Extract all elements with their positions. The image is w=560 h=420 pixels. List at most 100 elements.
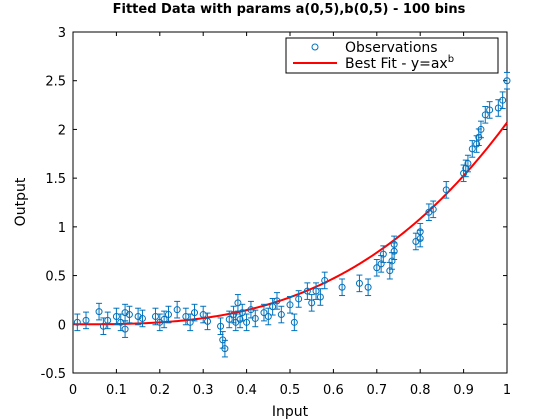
x-tick-label: 0.7	[366, 383, 387, 398]
legend-fit-label-main: Best Fit - y=ax	[345, 56, 448, 72]
observation-point	[151, 307, 159, 326]
observation-point	[373, 258, 381, 277]
observation-point	[303, 282, 311, 300]
observation-point	[138, 309, 146, 328]
observation-marker	[468, 145, 476, 153]
observations-series	[73, 71, 511, 358]
observation-point	[104, 311, 112, 330]
x-tick-label: 0.1	[106, 383, 127, 398]
observation-marker	[238, 309, 246, 317]
observation-point	[503, 71, 511, 90]
observation-marker	[473, 140, 481, 148]
observation-marker	[290, 318, 298, 326]
observation-marker	[112, 312, 120, 320]
observation-marker	[481, 111, 489, 119]
x-tick-label: 0.3	[193, 383, 214, 398]
observation-marker	[82, 316, 90, 324]
observation-marker	[260, 309, 268, 317]
observation-marker	[312, 287, 320, 295]
observation-marker	[160, 315, 168, 323]
observation-marker	[373, 264, 381, 272]
observation-point	[355, 274, 363, 293]
observation-point	[308, 294, 316, 312]
observation-marker	[269, 303, 277, 311]
observation-point	[125, 305, 133, 324]
observation-point	[238, 303, 246, 322]
observation-point	[477, 120, 485, 139]
observation-point	[251, 309, 259, 328]
observation-marker	[236, 315, 244, 323]
observation-marker	[182, 312, 190, 320]
y-tick-label: 0.5	[45, 270, 66, 285]
observation-marker	[104, 316, 112, 324]
observation-marker	[277, 311, 285, 319]
observation-point	[221, 339, 229, 358]
observation-point	[112, 307, 120, 326]
y-tick-label: -0.5	[41, 367, 66, 382]
observation-marker	[316, 293, 324, 301]
y-tick-label: 2	[58, 123, 66, 138]
observation-marker	[273, 297, 281, 305]
observation-marker	[379, 250, 387, 258]
observation-marker	[390, 240, 398, 248]
observation-marker	[138, 314, 146, 322]
observation-marker	[464, 160, 472, 168]
legend-observations-marker	[311, 43, 319, 51]
observation-point	[295, 290, 303, 308]
y-axis-label: Output	[13, 177, 29, 226]
observation-point	[416, 229, 424, 248]
observation-marker	[225, 315, 233, 323]
observation-point	[429, 200, 437, 219]
y-tick-label: 0	[58, 318, 66, 333]
observation-marker	[217, 322, 225, 330]
observation-marker	[191, 309, 199, 317]
observation-point	[164, 305, 172, 324]
observation-marker	[416, 235, 424, 243]
observation-point	[390, 235, 398, 254]
observation-point	[160, 310, 168, 329]
observation-point	[225, 310, 233, 329]
observation-point	[286, 296, 294, 314]
legend-box	[285, 37, 499, 74]
legend-observations-label: Observations	[345, 40, 438, 56]
observation-marker	[164, 311, 172, 319]
x-axis-label: Input	[272, 404, 309, 420]
observation-point	[191, 303, 199, 322]
observation-marker	[199, 311, 207, 319]
observation-point	[260, 303, 268, 322]
x-axis: 0 0.1 0.2 0.3 0.4 0.5 0.6 0.7 0.8 0.9 1	[69, 32, 511, 398]
observation-point	[316, 288, 324, 306]
observation-point	[134, 307, 142, 326]
x-tick-label: 1	[503, 383, 511, 398]
observation-marker	[95, 308, 103, 316]
legend: Observations Best Fit - y=axb	[285, 37, 499, 74]
observation-marker	[234, 299, 242, 307]
observation-marker	[286, 301, 294, 309]
x-tick-label: 0.2	[149, 383, 170, 398]
observation-marker	[388, 257, 396, 265]
observation-marker	[151, 312, 159, 320]
observation-point	[236, 310, 244, 329]
observation-marker	[355, 279, 363, 287]
observation-marker	[121, 325, 129, 333]
observation-point	[494, 99, 502, 117]
observation-marker	[117, 318, 125, 326]
observation-marker	[477, 125, 485, 133]
observation-marker	[295, 295, 303, 303]
y-tick-label: 3	[58, 26, 66, 41]
observation-point	[379, 245, 387, 263]
y-tick-label: 2.5	[45, 75, 66, 90]
observation-marker	[377, 260, 385, 268]
observation-marker	[121, 309, 129, 317]
x-tick-label: 0	[69, 383, 77, 398]
observation-marker	[503, 77, 511, 85]
observation-point	[243, 313, 251, 332]
observation-marker	[125, 311, 133, 319]
observation-point	[73, 313, 81, 332]
y-tick-label: 1	[58, 221, 66, 236]
observation-marker	[221, 345, 229, 353]
observation-marker	[99, 322, 107, 330]
observation-marker	[486, 106, 494, 114]
observation-marker	[321, 276, 329, 284]
observation-point	[273, 292, 281, 310]
